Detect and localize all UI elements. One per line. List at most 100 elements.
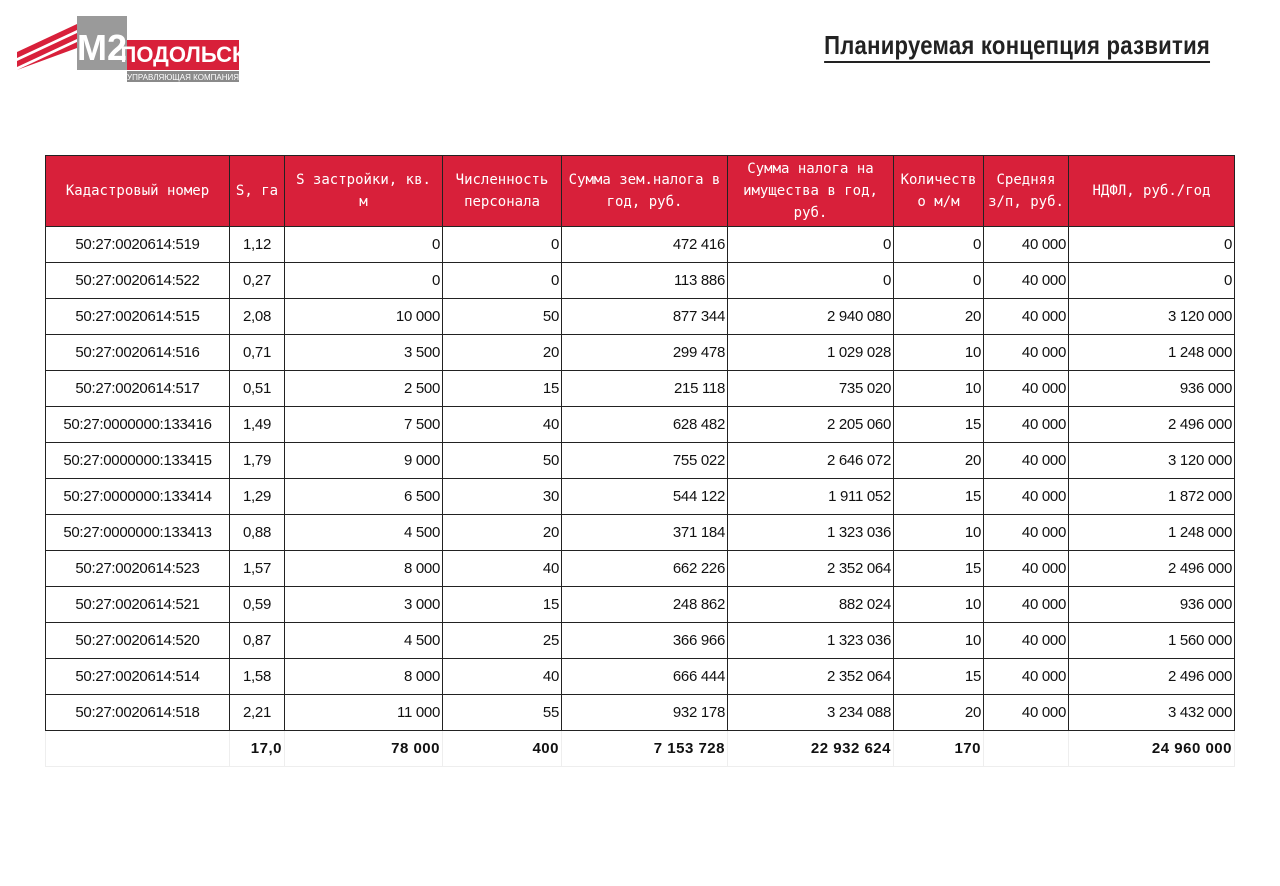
cell: 50:27:0000000:133415 bbox=[45, 442, 230, 479]
cell: 8 000 bbox=[284, 658, 443, 695]
header-row: Кадастровый номер S, га S застройки, кв. м… bbox=[45, 155, 1235, 227]
cell: 932 178 bbox=[561, 694, 728, 731]
cell: 10 bbox=[893, 622, 984, 659]
cell: 50:27:0020614:519 bbox=[45, 226, 230, 263]
cell: 0,71 bbox=[229, 334, 285, 371]
column-header: Численность персонала bbox=[442, 155, 562, 227]
total-cell: 24 960 000 bbox=[1068, 730, 1235, 767]
cell: 50:27:0020614:523 bbox=[45, 550, 230, 587]
empty-cell bbox=[45, 730, 230, 767]
cell: 25 bbox=[442, 622, 562, 659]
logo-name-bg bbox=[127, 40, 239, 70]
cell: 0,59 bbox=[229, 586, 285, 623]
cell: 20 bbox=[893, 694, 984, 731]
cell: 0,51 bbox=[229, 370, 285, 407]
cell: 40 bbox=[442, 658, 562, 695]
cell: 50:27:0020614:521 bbox=[45, 586, 230, 623]
cell: 50:27:0000000:133413 bbox=[45, 514, 230, 551]
cell: 40 000 bbox=[983, 298, 1069, 335]
data-table: Кадастровый номер S, га S застройки, кв. м… bbox=[45, 155, 1235, 767]
cell: 10 bbox=[893, 586, 984, 623]
cell: 0 bbox=[284, 262, 443, 299]
cell: 3 234 088 bbox=[727, 694, 894, 731]
cell: 371 184 bbox=[561, 514, 728, 551]
cell: 2,21 bbox=[229, 694, 285, 731]
cell: 755 022 bbox=[561, 442, 728, 479]
cell: 666 444 bbox=[561, 658, 728, 695]
cell: 40 bbox=[442, 406, 562, 443]
cell: 877 344 bbox=[561, 298, 728, 335]
cell: 15 bbox=[442, 586, 562, 623]
table-row: 50:27:0020614:520 0,87 4 500 25 366 966 1 323… bbox=[45, 622, 1235, 659]
cell: 936 000 bbox=[1068, 370, 1235, 407]
cell: 0 bbox=[893, 226, 984, 263]
cell: 2 496 000 bbox=[1068, 406, 1235, 443]
total-cell: 22 932 624 bbox=[727, 730, 894, 767]
column-header: Кадастровый номер bbox=[45, 155, 230, 227]
cell: 882 024 bbox=[727, 586, 894, 623]
cell: 20 bbox=[893, 298, 984, 335]
cell: 40 000 bbox=[983, 334, 1069, 371]
cell: 544 122 bbox=[561, 478, 728, 515]
cell: 2 352 064 bbox=[727, 550, 894, 587]
logo-name: ПОДОЛЬСК bbox=[121, 42, 245, 67]
table-row: 50:27:0000000:133414 1,29 6 500 30 544 122 1 … bbox=[45, 478, 1235, 515]
cell: 10 bbox=[893, 514, 984, 551]
cell: 50:27:0020614:514 bbox=[45, 658, 230, 695]
cell: 0 bbox=[893, 262, 984, 299]
cell: 113 886 bbox=[561, 262, 728, 299]
table-row: 50:27:0020614:517 0,51 2 500 15 215 118 735 0… bbox=[45, 370, 1235, 407]
cell: 11 000 bbox=[284, 694, 443, 731]
cell: 20 bbox=[442, 514, 562, 551]
cell: 15 bbox=[893, 550, 984, 587]
cell: 628 482 bbox=[561, 406, 728, 443]
total-row: 17,0 78 000 400 7 153 728 22 932 624 170 24 96… bbox=[45, 730, 1235, 767]
cell: 1 911 052 bbox=[727, 478, 894, 515]
cell: 1 248 000 bbox=[1068, 514, 1235, 551]
column-header: Количеств о м/м bbox=[893, 155, 984, 227]
cell: 50:27:0020614:520 bbox=[45, 622, 230, 659]
total-cell: 7 153 728 bbox=[561, 730, 728, 767]
cell: 40 000 bbox=[983, 370, 1069, 407]
cell: 0,88 bbox=[229, 514, 285, 551]
cell: 50:27:0020614:515 bbox=[45, 298, 230, 335]
cell: 366 966 bbox=[561, 622, 728, 659]
cell: 50 bbox=[442, 442, 562, 479]
logo-mark: М2 bbox=[77, 27, 127, 68]
cell: 1,79 bbox=[229, 442, 285, 479]
cell: 20 bbox=[442, 334, 562, 371]
cell: 3 120 000 bbox=[1068, 298, 1235, 335]
cell: 248 862 bbox=[561, 586, 728, 623]
cell: 9 000 bbox=[284, 442, 443, 479]
cell: 299 478 bbox=[561, 334, 728, 371]
column-header: НДФЛ, руб./год bbox=[1068, 155, 1235, 227]
cell: 2 496 000 bbox=[1068, 550, 1235, 587]
column-header: Сумма налога на имущества в год, руб. bbox=[727, 155, 894, 227]
cell: 20 bbox=[893, 442, 984, 479]
cell: 40 000 bbox=[983, 406, 1069, 443]
cell: 2 496 000 bbox=[1068, 658, 1235, 695]
table-row: 50:27:0020614:523 1,57 8 000 40 662 226 2 352… bbox=[45, 550, 1235, 587]
cell: 50:27:0020614:516 bbox=[45, 334, 230, 371]
cell: 2 940 080 bbox=[727, 298, 894, 335]
table-body: 50:27:0020614:519 1,12 0 0 472 416 0 0 40 000 0 5… bbox=[45, 226, 1235, 767]
logo-block bbox=[77, 16, 127, 70]
cell: 1 248 000 bbox=[1068, 334, 1235, 371]
cell: 50:27:0020614:522 bbox=[45, 262, 230, 299]
table-row: 50:27:0020614:514 1,58 8 000 40 666 444 2 352… bbox=[45, 658, 1235, 695]
table-row: 50:27:0020614:515 2,08 10 000 50 877 344 2 94… bbox=[45, 298, 1235, 335]
table-row: 50:27:0000000:133416 1,49 7 500 40 628 482 2 … bbox=[45, 406, 1235, 443]
column-header: Средняя з/п, руб. bbox=[983, 155, 1069, 227]
column-header: S, га bbox=[229, 155, 285, 227]
cell: 0 bbox=[727, 262, 894, 299]
cell: 0,27 bbox=[229, 262, 285, 299]
table-row: 50:27:0020614:516 0,71 3 500 20 299 478 1 029… bbox=[45, 334, 1235, 371]
logo-tagline-bg bbox=[127, 71, 239, 82]
cell: 50:27:0000000:133414 bbox=[45, 478, 230, 515]
column-header: S застройки, кв. м bbox=[284, 155, 443, 227]
cell: 1 029 028 bbox=[727, 334, 894, 371]
cell: 10 000 bbox=[284, 298, 443, 335]
cell: 0 bbox=[442, 262, 562, 299]
column-header: Сумма зем.налога в год, руб. bbox=[561, 155, 728, 227]
cell: 215 118 bbox=[561, 370, 728, 407]
